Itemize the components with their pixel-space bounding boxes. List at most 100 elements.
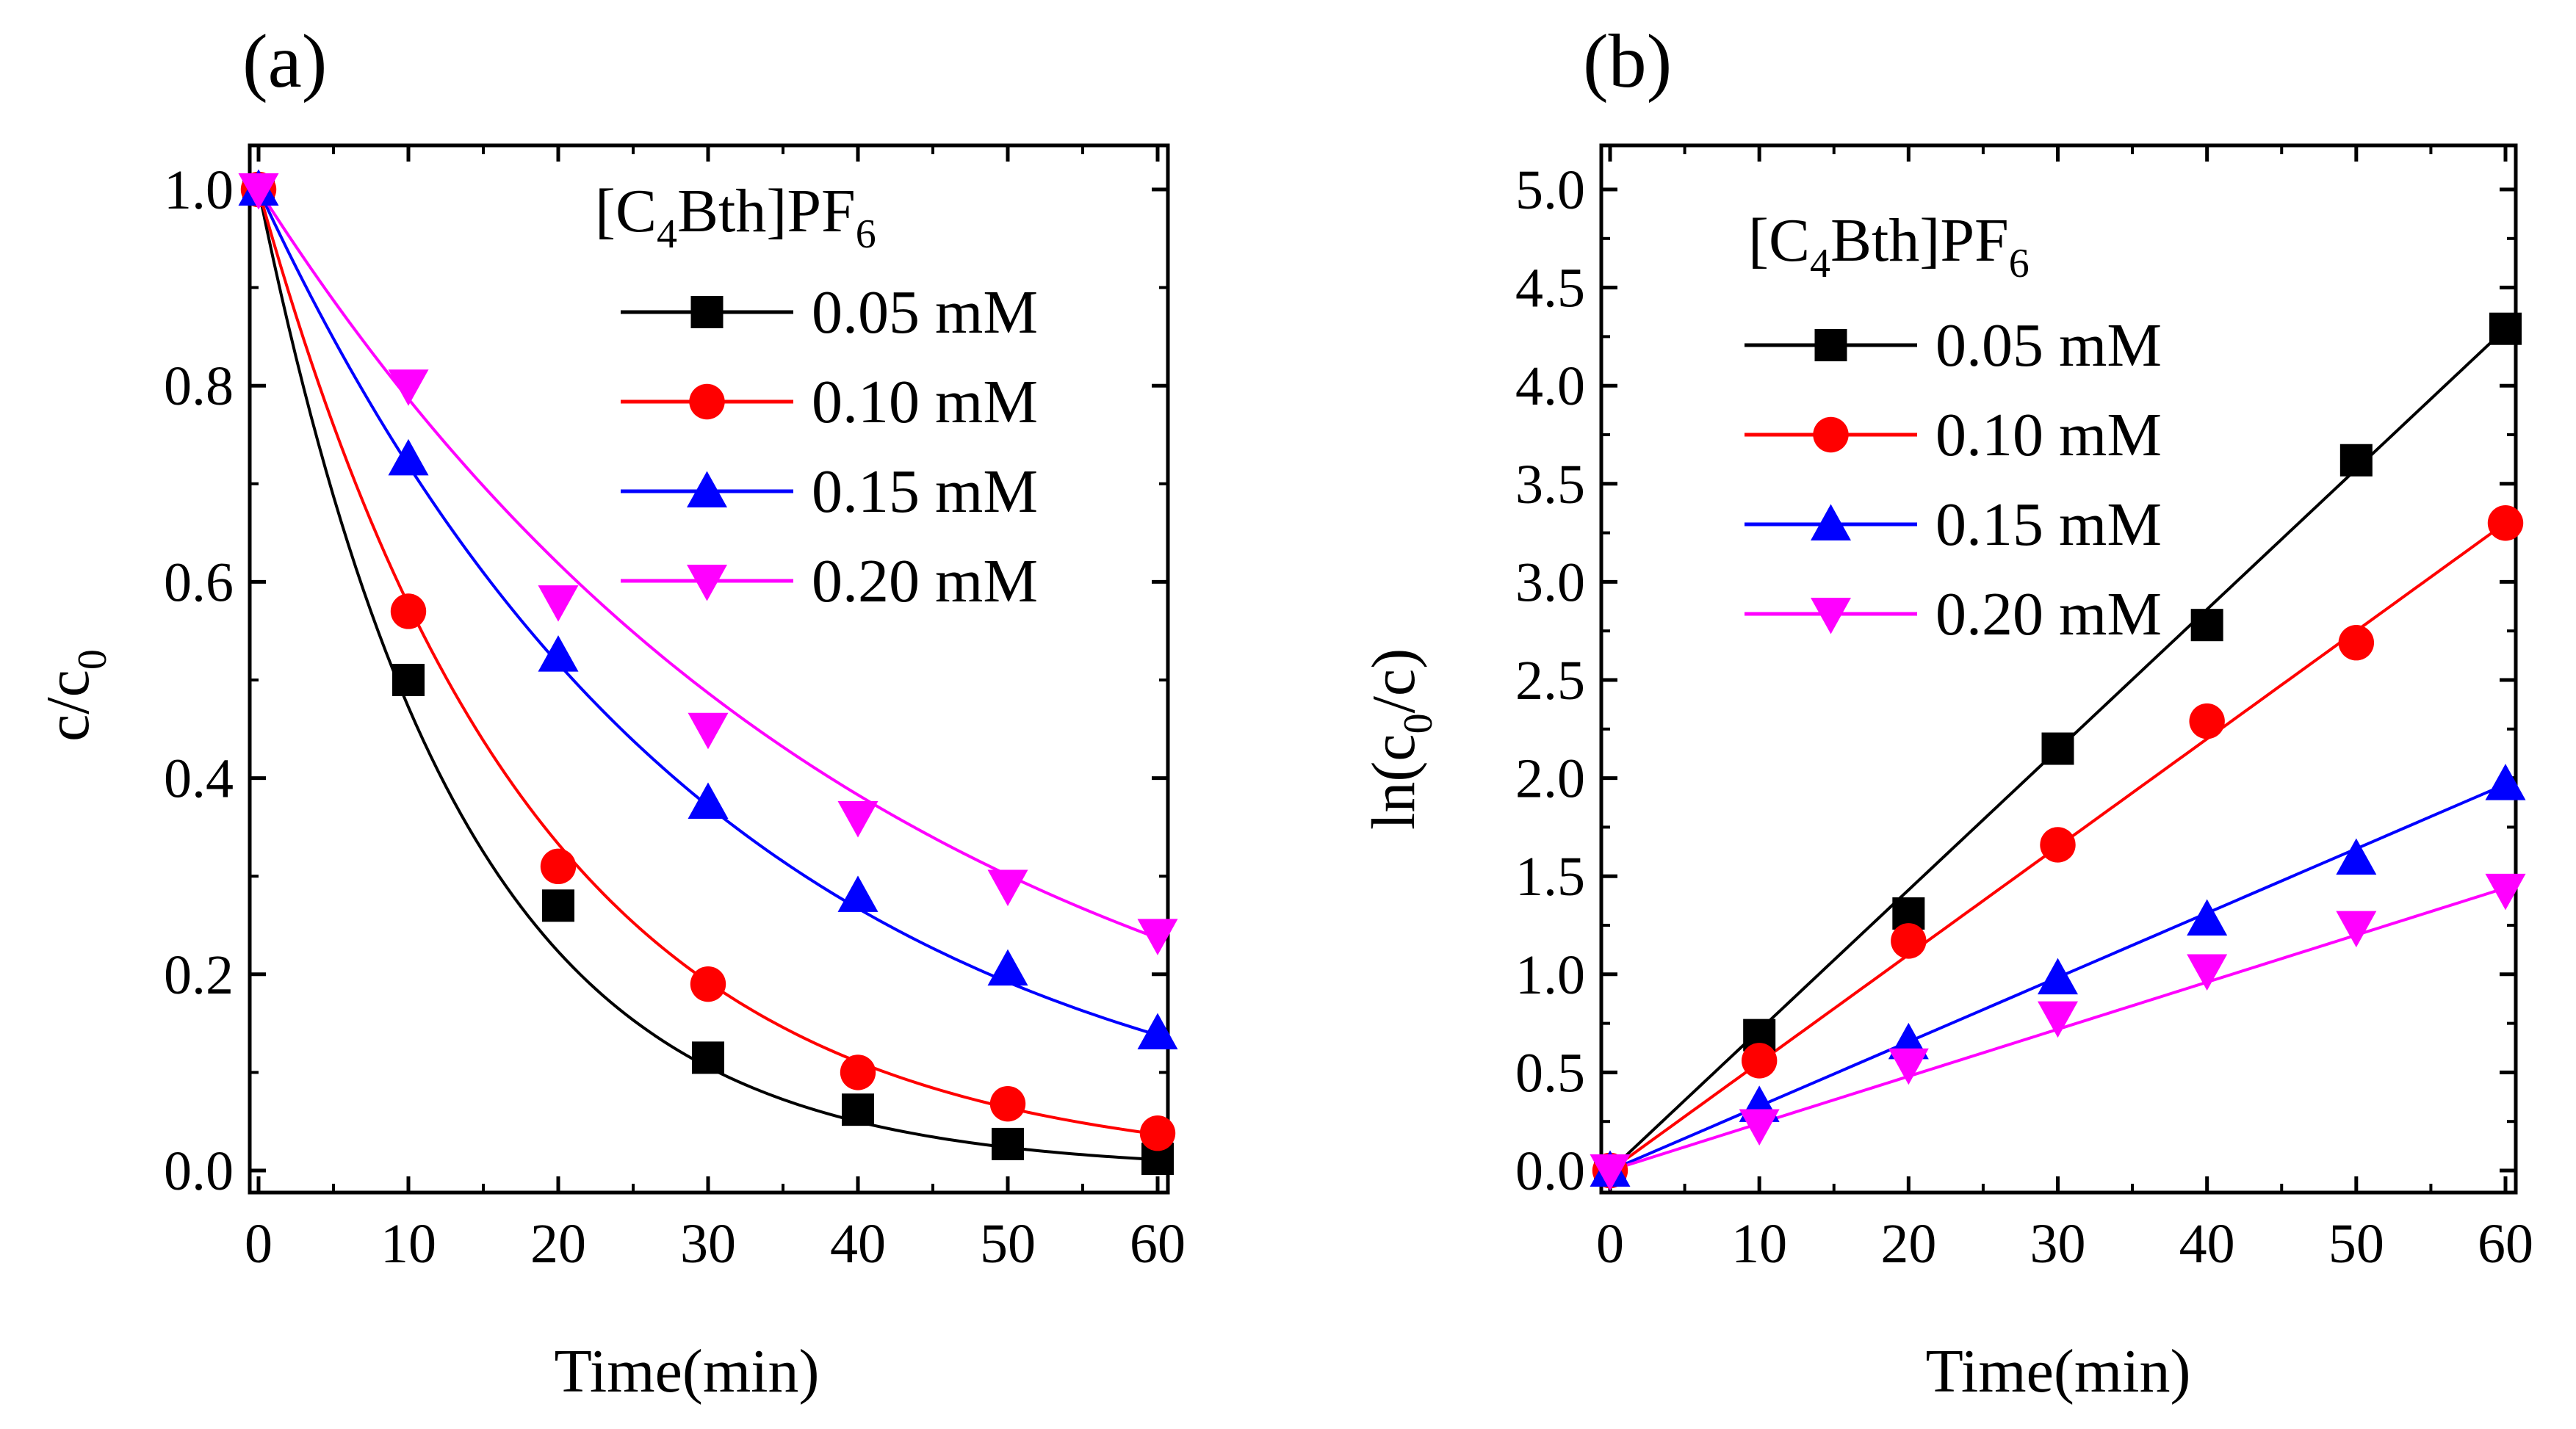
- legend-marker: [1811, 598, 1851, 634]
- y-tick-label: 0.4: [164, 748, 234, 810]
- panel-a-x-axis-label: Time(min): [555, 1337, 820, 1406]
- data-point: [2038, 1001, 2078, 1038]
- legend-marker: [1814, 329, 1847, 361]
- data-point: [688, 712, 729, 750]
- legend-label: 0.15 mM: [812, 457, 1038, 526]
- data-point: [1739, 1109, 1780, 1146]
- x-tick-label: 30: [2030, 1213, 2086, 1275]
- data-point: [2489, 312, 2522, 345]
- data-point: [2485, 873, 2526, 911]
- panel-b-data-points: [1590, 312, 2526, 1191]
- data-point: [388, 438, 429, 476]
- y-tick-label: 1.0: [164, 159, 234, 221]
- data-point: [2187, 954, 2228, 991]
- data-point: [2338, 625, 2375, 661]
- panel-a: (a) 0 10 20 30 40 50 60 0.0 0.2 0.4 0.6 0.8 1.0 c/c0…: [34, 19, 1186, 1406]
- panel-b-legend: [C4Bth]PF6 0.05 mM 0.10 mM 0.15 mM 0.20 mM: [1745, 206, 2162, 648]
- y-tick-label: 3.0: [1515, 551, 1585, 613]
- y-tick-label: 0.2: [164, 944, 234, 1006]
- data-point: [1137, 919, 1178, 955]
- data-point: [987, 949, 1028, 986]
- data-point: [2339, 444, 2373, 477]
- data-point: [388, 369, 429, 406]
- data-point: [840, 1054, 876, 1090]
- legend-label: 0.15 mM: [1935, 491, 2162, 559]
- data-point: [842, 1093, 874, 1126]
- x-tick-label: 10: [380, 1213, 436, 1275]
- x-tick-label: 30: [680, 1213, 736, 1275]
- x-tick-label: 40: [2179, 1213, 2235, 1275]
- panel-a-data-points: [238, 169, 1178, 1175]
- data-point: [2189, 703, 2225, 739]
- x-tick-label: 0: [245, 1213, 273, 1275]
- legend-label: 0.20 mM: [812, 547, 1038, 615]
- y-tick-label: 4.5: [1515, 258, 1585, 319]
- x-tick-label: 60: [1130, 1213, 1186, 1275]
- data-point: [2041, 732, 2074, 765]
- panel-a-y-axis-label: c/c0: [34, 649, 115, 742]
- data-point: [1590, 1154, 1631, 1191]
- panel-a-legend-title: [C4Bth]PF6: [595, 177, 876, 257]
- data-point: [2040, 827, 2076, 863]
- data-point: [238, 173, 279, 210]
- legend-marker: [687, 565, 727, 601]
- data-point: [2038, 958, 2078, 995]
- panel-b: (b) 0 10 20 30 40 50 60 0.0 0.5 1.0 1.5 2.0 2.5 3.0 3.…: [1360, 19, 2533, 1406]
- y-tick-label: 0.0: [164, 1140, 234, 1202]
- y-tick-label: 2.0: [1515, 748, 1585, 810]
- x-tick-label: 50: [2328, 1213, 2384, 1275]
- data-point: [688, 782, 729, 819]
- data-point: [2336, 838, 2377, 875]
- x-tick-label: 40: [830, 1213, 886, 1275]
- x-tick-label: 0: [1596, 1213, 1624, 1275]
- data-point: [538, 585, 579, 622]
- data-point: [837, 801, 878, 838]
- data-point: [992, 1127, 1024, 1160]
- data-point: [690, 966, 726, 1002]
- data-point: [1888, 1048, 1929, 1085]
- y-tick-label: 4.0: [1515, 355, 1585, 417]
- data-point: [2187, 899, 2228, 936]
- legend-marker: [1813, 416, 1849, 453]
- data-point: [2190, 609, 2223, 642]
- data-point: [1741, 1043, 1778, 1079]
- panel-a-axes: 0 10 20 30 40 50 60 0.0 0.2 0.4 0.6 0.8 1.0: [164, 145, 1186, 1275]
- x-tick-label: 10: [1731, 1213, 1787, 1275]
- panel-b-label: (b): [1583, 19, 1672, 104]
- data-point: [2336, 911, 2377, 948]
- data-point: [2485, 764, 2526, 800]
- data-point: [692, 1041, 724, 1074]
- y-tick-label: 0.6: [164, 551, 234, 613]
- y-tick-label: 0.0: [1515, 1140, 1585, 1202]
- data-point: [542, 889, 574, 922]
- panel-b-legend-title: [C4Bth]PF6: [1748, 206, 2030, 286]
- data-point: [540, 848, 577, 885]
- legend-label: 0.10 mM: [812, 368, 1038, 436]
- data-point: [1137, 1013, 1178, 1049]
- legend-marker: [1811, 504, 1851, 540]
- x-tick-label: 20: [530, 1213, 586, 1275]
- panel-b-y-axis-label: ln(c0/c): [1360, 648, 1441, 830]
- panel-b-axes: 0 10 20 30 40 50 60 0.0 0.5 1.0 1.5 2.0 2.5 3.0 3.5 4.0…: [1515, 145, 2533, 1275]
- data-point: [837, 875, 878, 912]
- y-tick-label: 1.0: [1515, 944, 1585, 1006]
- data-point: [989, 1085, 1026, 1122]
- data-point: [1891, 923, 1927, 959]
- data-point: [2487, 505, 2524, 541]
- y-tick-label: 3.5: [1515, 454, 1585, 515]
- y-tick-label: 2.5: [1515, 650, 1585, 712]
- y-tick-label: 0.8: [164, 355, 234, 417]
- y-tick-label: 5.0: [1515, 159, 1585, 221]
- legend-label: 0.05 mM: [812, 278, 1038, 347]
- legend-marker: [690, 296, 724, 328]
- legend-marker: [689, 383, 725, 420]
- legend-marker: [687, 471, 727, 507]
- legend-label: 0.10 mM: [1935, 401, 2162, 469]
- data-point: [392, 664, 425, 696]
- panel-a-legend: [C4Bth]PF6 0.05 mM 0.10 mM 0.15 mM 0.20 mM: [595, 177, 1038, 615]
- legend-label: 0.05 mM: [1935, 311, 2162, 380]
- data-point: [1139, 1115, 1176, 1151]
- y-tick-label: 1.5: [1515, 846, 1585, 908]
- x-tick-label: 60: [2478, 1213, 2533, 1275]
